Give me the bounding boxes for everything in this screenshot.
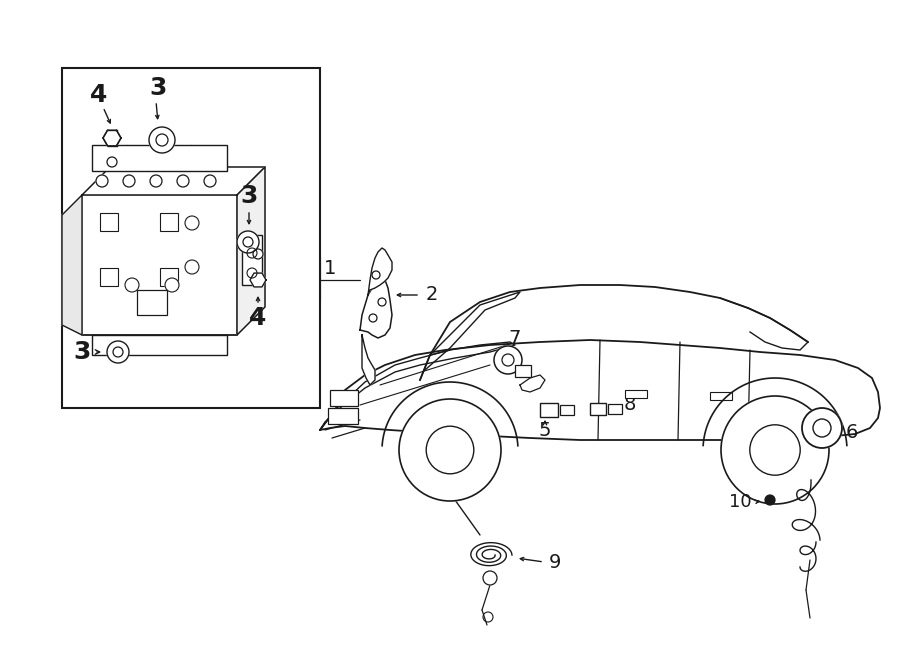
Circle shape bbox=[247, 268, 257, 278]
Text: 9: 9 bbox=[549, 553, 562, 572]
Text: 8: 8 bbox=[624, 395, 636, 414]
Polygon shape bbox=[520, 375, 545, 392]
Polygon shape bbox=[360, 278, 392, 338]
Bar bbox=[137, 290, 167, 315]
Bar bbox=[625, 390, 647, 398]
Text: 1: 1 bbox=[324, 258, 337, 278]
Text: 5: 5 bbox=[539, 420, 551, 440]
Circle shape bbox=[253, 249, 263, 259]
Text: 6: 6 bbox=[846, 422, 859, 442]
Circle shape bbox=[123, 175, 135, 187]
Bar bbox=[82, 195, 237, 335]
Bar bbox=[560, 405, 574, 415]
Text: 4: 4 bbox=[249, 306, 266, 330]
Text: 3: 3 bbox=[73, 340, 91, 364]
Circle shape bbox=[483, 571, 497, 585]
Circle shape bbox=[185, 216, 199, 230]
Bar bbox=[92, 145, 227, 171]
Bar bbox=[100, 268, 118, 286]
Text: 7: 7 bbox=[508, 329, 521, 348]
Bar bbox=[160, 268, 178, 286]
Bar bbox=[92, 335, 227, 355]
Bar bbox=[100, 213, 118, 231]
Circle shape bbox=[185, 260, 199, 274]
Circle shape bbox=[165, 278, 179, 292]
Circle shape bbox=[721, 396, 829, 504]
Bar bbox=[710, 392, 732, 400]
Circle shape bbox=[204, 175, 216, 187]
Circle shape bbox=[177, 175, 189, 187]
Polygon shape bbox=[82, 167, 265, 195]
Circle shape bbox=[149, 127, 175, 153]
Circle shape bbox=[107, 341, 129, 363]
Circle shape bbox=[150, 175, 162, 187]
Circle shape bbox=[237, 231, 259, 253]
Circle shape bbox=[494, 346, 522, 374]
Polygon shape bbox=[103, 130, 121, 146]
Bar bbox=[160, 213, 178, 231]
Bar bbox=[328, 408, 358, 424]
Bar bbox=[330, 390, 358, 406]
Polygon shape bbox=[237, 167, 265, 335]
Text: 10: 10 bbox=[729, 493, 751, 511]
Circle shape bbox=[765, 495, 775, 505]
Circle shape bbox=[96, 175, 108, 187]
Text: 3: 3 bbox=[149, 76, 166, 100]
Circle shape bbox=[247, 248, 257, 258]
Polygon shape bbox=[62, 195, 82, 335]
Polygon shape bbox=[250, 273, 266, 287]
Circle shape bbox=[107, 157, 117, 167]
Text: 3: 3 bbox=[240, 184, 257, 208]
Text: 4: 4 bbox=[90, 83, 108, 107]
Bar bbox=[515, 365, 531, 377]
Circle shape bbox=[802, 408, 842, 448]
Bar bbox=[590, 403, 606, 415]
Polygon shape bbox=[368, 248, 392, 295]
Circle shape bbox=[125, 278, 139, 292]
Polygon shape bbox=[362, 335, 375, 385]
Bar bbox=[242, 235, 262, 285]
Circle shape bbox=[399, 399, 501, 501]
Text: 2: 2 bbox=[426, 286, 438, 305]
Bar bbox=[540, 403, 558, 417]
Bar bbox=[608, 404, 622, 414]
Bar bbox=[62, 68, 320, 408]
